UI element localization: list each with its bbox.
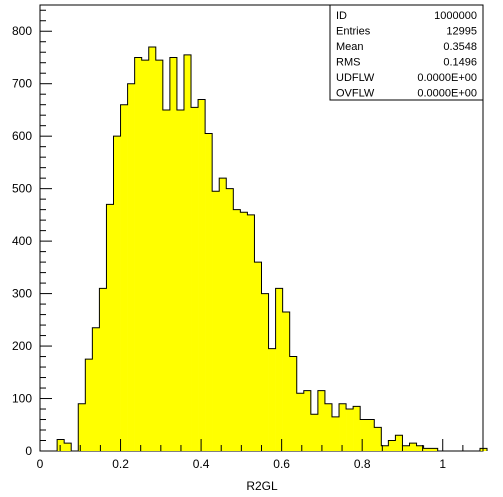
histogram-bin (120, 104, 128, 451)
y-tick-label: 200 (12, 339, 32, 353)
histogram-bin (360, 419, 368, 451)
y-tick-label: 100 (12, 392, 32, 406)
y-tick-label: 800 (12, 24, 32, 38)
stats-key: RMS (336, 57, 360, 69)
histogram-bin (162, 109, 171, 452)
histogram-bin (339, 403, 347, 451)
x-axis: 0 0.2 0.4 0.6 0.8 1 (37, 439, 484, 471)
y-tick-label: 500 (12, 182, 32, 196)
histogram-bin (99, 288, 107, 451)
histogram-bin (381, 445, 389, 451)
histogram-bin (92, 327, 100, 451)
histogram-bin (57, 439, 65, 451)
x-axis-label: R2GL (246, 479, 278, 493)
histogram-bin (268, 348, 276, 451)
histogram-bin (388, 440, 396, 451)
histogram-bin (127, 83, 135, 452)
stats-value: 0.1496 (443, 57, 477, 69)
histogram-bars (57, 46, 488, 452)
histogram-bin (113, 136, 121, 452)
histogram-bin (226, 188, 234, 451)
histogram-outline (56, 46, 488, 452)
histogram-bin (212, 191, 220, 452)
histogram-bin (409, 443, 417, 451)
y-tick-label: 700 (12, 77, 32, 91)
histogram-bin (367, 419, 375, 451)
histogram-bin (303, 390, 312, 451)
histogram-bin (275, 288, 283, 451)
histogram-bin (219, 178, 227, 451)
histogram-bin (169, 57, 178, 452)
histogram-bin (155, 60, 164, 451)
histogram-bin (85, 359, 93, 451)
stats-box-frame (329, 4, 484, 101)
histogram-bin (317, 390, 326, 451)
histogram-bin (402, 445, 410, 451)
stats-value: 0.0000E+00 (417, 72, 477, 84)
histogram-bin (261, 293, 269, 451)
histogram-bin (134, 57, 142, 452)
stats-value: 0.3548 (443, 41, 477, 53)
stats-box: ID 1000000 Entries 12995 Mean 0.3548 RMS 0.1496… (329, 4, 484, 101)
histogram-bin (240, 212, 248, 451)
histogram-bin (423, 448, 431, 451)
stats-value: 12995 (446, 26, 477, 38)
histogram-bin (296, 393, 305, 451)
histogram-bin (106, 204, 114, 451)
histogram-bin (205, 133, 213, 451)
y-axis: 0 100 200 300 400 500 600 700 800 (12, 9, 52, 458)
stats-value: 1000000 (434, 10, 477, 22)
histogram-bin (310, 414, 319, 451)
histogram-bin (282, 311, 290, 451)
histogram-bin (183, 54, 192, 452)
histogram-bin (78, 403, 86, 451)
x-tick-label: 0 (37, 457, 44, 471)
x-tick-label: 0.4 (193, 457, 210, 471)
histogram-bin (176, 109, 185, 452)
y-tick-label: 400 (12, 234, 32, 248)
y-tick-label: 600 (12, 129, 32, 143)
stats-key: ID (336, 10, 347, 22)
histogram-bin (141, 60, 150, 451)
histogram-bin (289, 356, 298, 451)
stats-key: OVFLW (336, 88, 375, 100)
histogram-bin (353, 406, 361, 451)
x-tick-label: 0.8 (354, 457, 371, 471)
histogram-bin (191, 107, 199, 451)
y-tick-label: 300 (12, 287, 32, 301)
stats-key: UDFLW (336, 72, 375, 84)
histogram-bin (233, 209, 241, 451)
histogram-bin (479, 448, 488, 451)
stats-key: Mean (336, 41, 364, 53)
x-tick-label: 1 (439, 457, 446, 471)
histogram-bin (198, 99, 206, 452)
histogram-bin (254, 262, 262, 451)
x-tick-label: 0.2 (112, 457, 129, 471)
x-tick-label: 0.6 (273, 457, 290, 471)
histogram-bin (148, 46, 157, 451)
histogram-bin (416, 445, 424, 451)
histogram-bin (324, 403, 333, 451)
y-tick-label: 0 (25, 444, 32, 458)
histogram-bin (430, 448, 438, 451)
stats-value: 0.0000E+00 (417, 88, 477, 100)
histogram-bin (395, 435, 403, 451)
histogram-bin (374, 427, 382, 451)
stats-key: Entries (336, 26, 371, 38)
histogram-bin (64, 443, 72, 451)
histogram-bin (247, 214, 255, 451)
histogram-bin (346, 409, 354, 451)
histogram-bin (331, 416, 340, 451)
